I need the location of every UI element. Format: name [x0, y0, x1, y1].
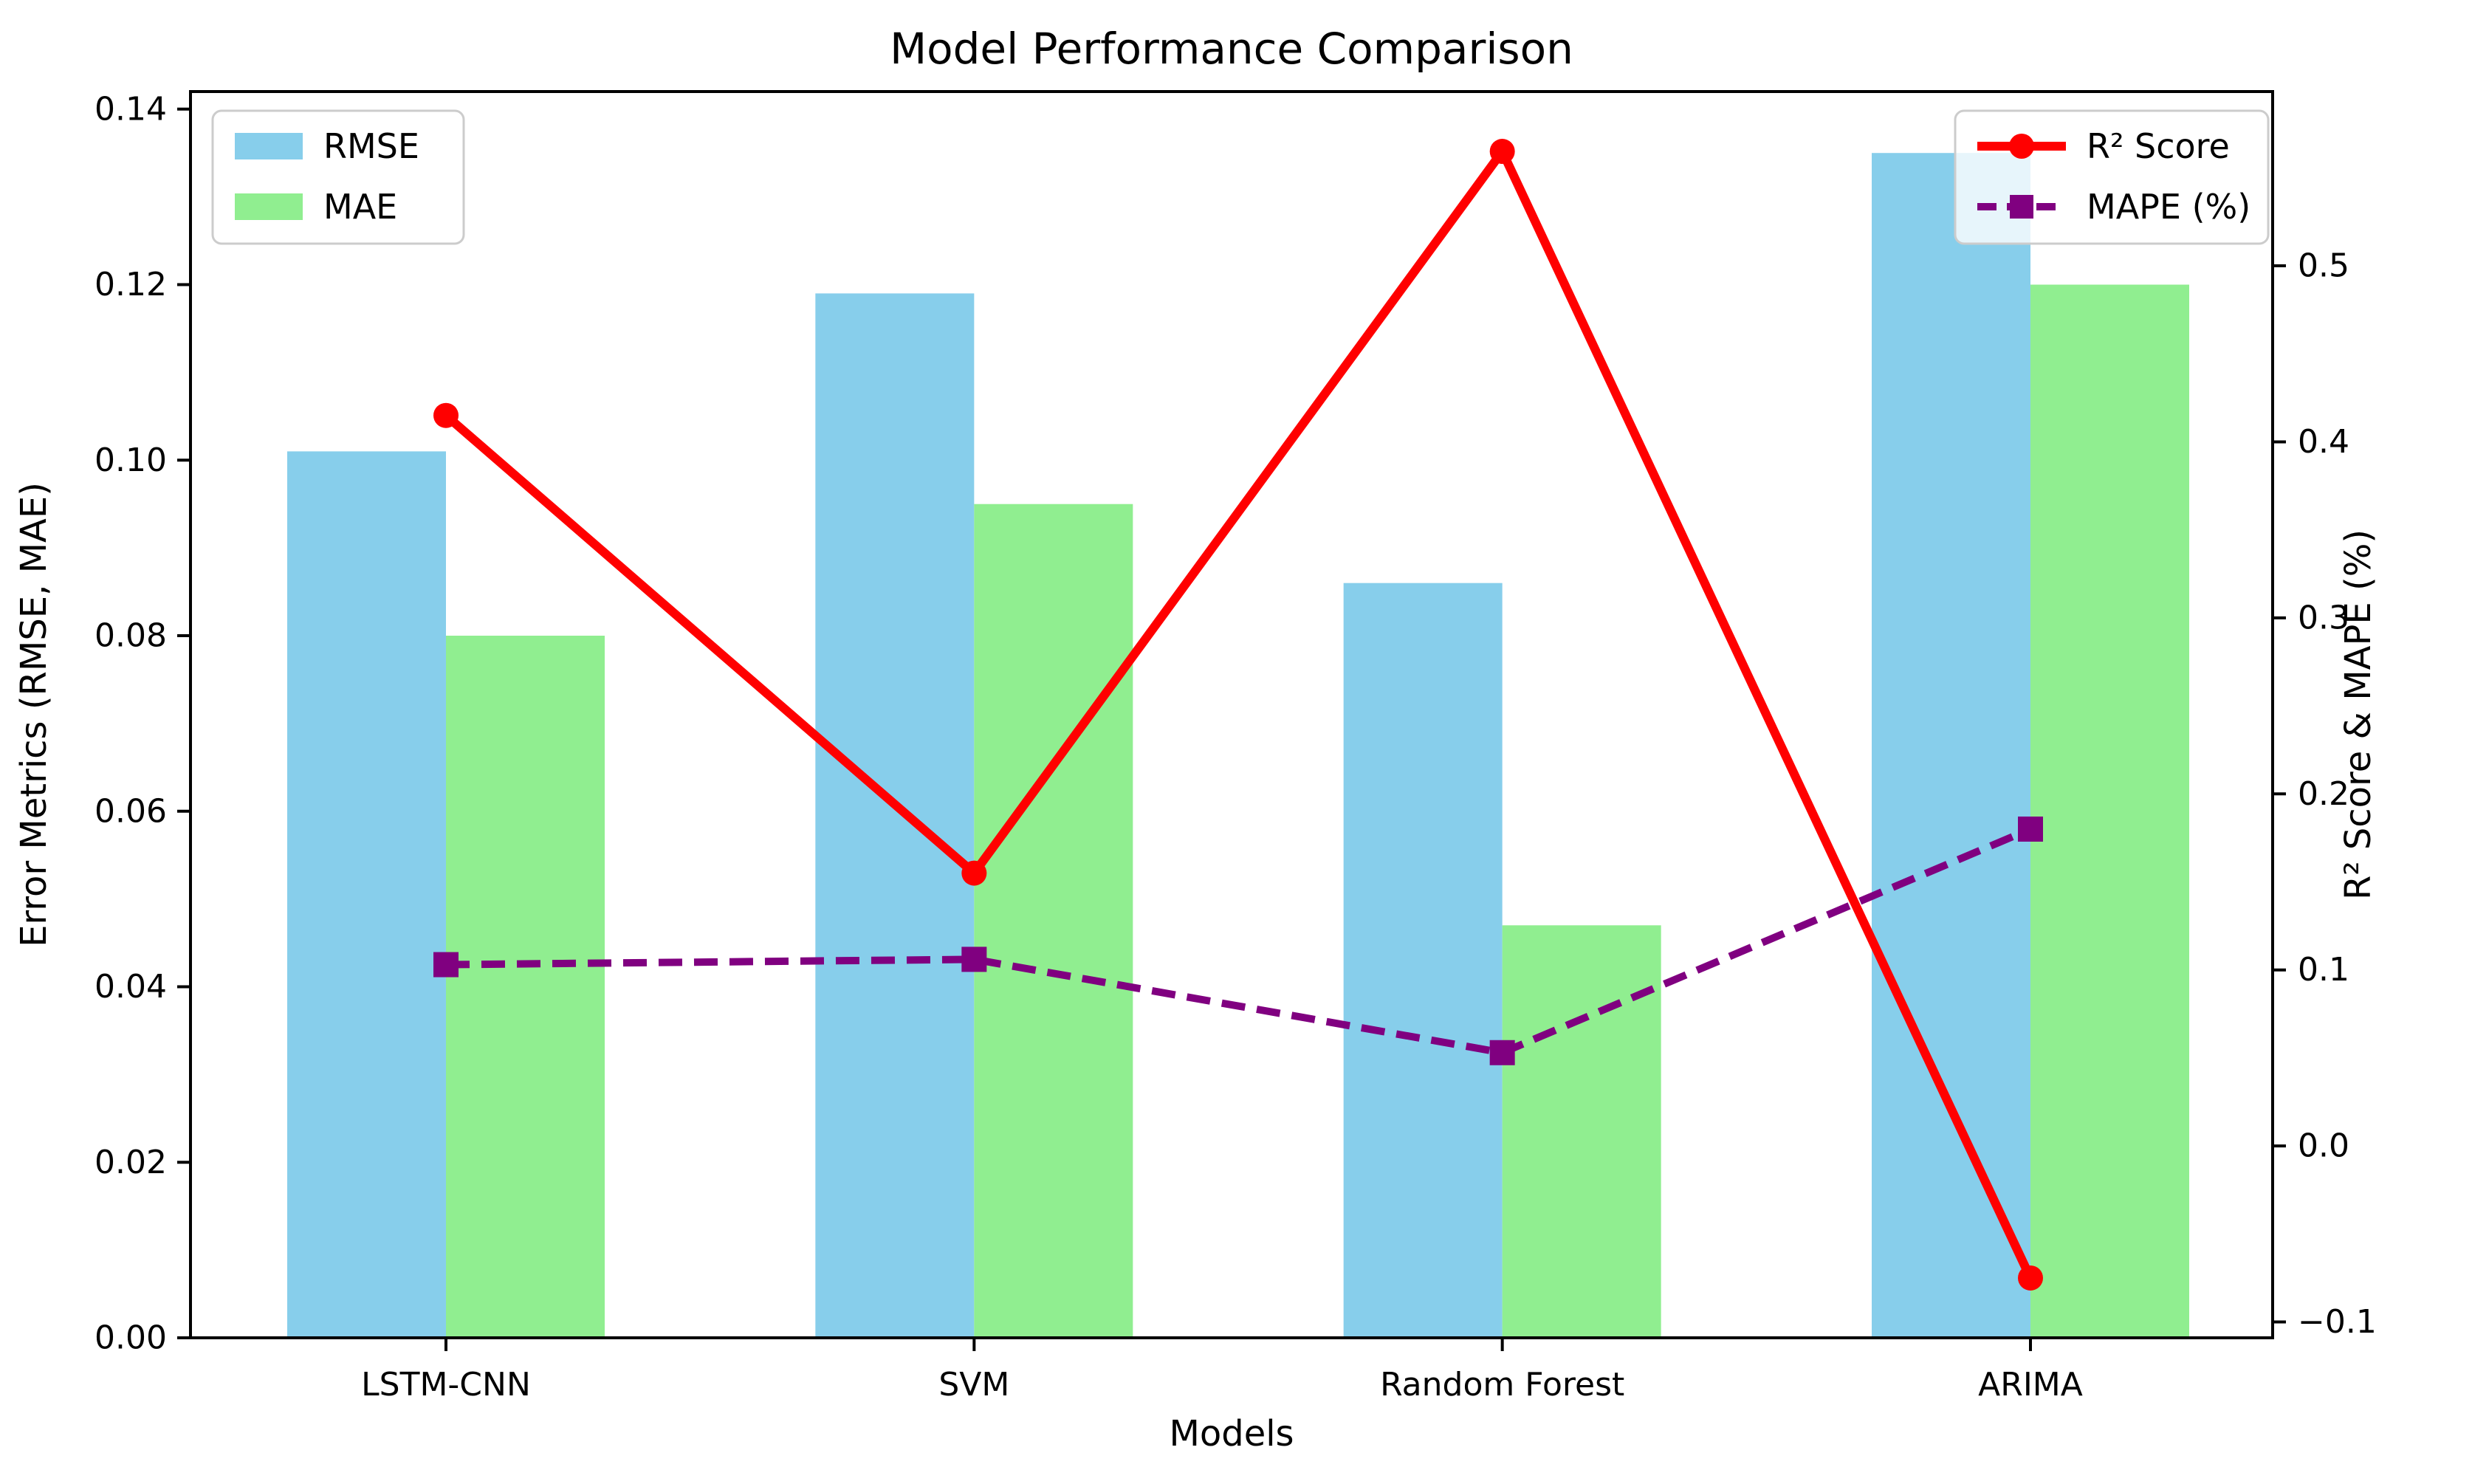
legend-marker-mape — [2010, 195, 2033, 219]
legend-label-MAE: MAE — [323, 187, 397, 227]
mae-bar-Random Forest — [1502, 925, 1661, 1338]
mape-marker-Random Forest — [1489, 1040, 1515, 1065]
legend-label-RMSE: RMSE — [323, 126, 419, 166]
x-tick-label-Random Forest: Random Forest — [1380, 1366, 1624, 1404]
r2-marker-ARIMA — [2018, 1265, 2043, 1291]
y-right-tick-label: 0.3 — [2298, 599, 2349, 636]
y-right-tick-label: 0.1 — [2298, 951, 2349, 989]
legend-swatch-MAE — [235, 193, 303, 220]
y-left-tick-label: 0.02 — [95, 1144, 167, 1181]
y-axis-right-label: R² Score & MAPE (%) — [2338, 529, 2379, 900]
legend-label-r2: R² Score — [2087, 126, 2230, 166]
legend-swatch-RMSE — [235, 133, 303, 159]
x-tick-label-ARIMA: ARIMA — [1978, 1366, 2083, 1404]
r2-marker-SVM — [961, 860, 987, 886]
rmse-bar-SVM — [815, 293, 975, 1338]
y-right-tick-label: 0.0 — [2298, 1127, 2349, 1165]
y-right-tick-label: 0.2 — [2298, 775, 2349, 813]
legend-marker-r2 — [2009, 134, 2034, 159]
y-left-tick-label: 0.06 — [95, 792, 167, 830]
mae-bar-SVM — [974, 504, 1133, 1338]
r2-score-line — [442, 142, 2035, 1282]
x-axis-label: Models — [1169, 1413, 1294, 1454]
rmse-bar-ARIMA — [1872, 153, 2030, 1338]
mape-marker-LSTM-CNN — [433, 952, 459, 978]
mae-bar-LSTM-CNN — [446, 636, 605, 1338]
rmse-bar-Random Forest — [1343, 583, 1503, 1338]
y-left-tick-label: 0.00 — [95, 1319, 167, 1357]
y-right-tick-label: 0.5 — [2298, 247, 2349, 285]
y-right-tick-label: −0.1 — [2298, 1303, 2377, 1341]
y-left-tick-label: 0.12 — [95, 266, 167, 303]
r2-marker-LSTM-CNN — [433, 402, 459, 428]
x-tick-label-SVM: SVM — [938, 1366, 1009, 1404]
rmse-bar-LSTM-CNN — [287, 451, 446, 1338]
x-tick-label-LSTM-CNN: LSTM-CNN — [361, 1366, 531, 1404]
y-right-tick-label: 0.4 — [2298, 423, 2349, 461]
plot-frame — [189, 90, 2274, 1339]
y-left-tick-label: 0.10 — [95, 442, 167, 479]
r2-marker-Random Forest — [1489, 139, 1515, 165]
legend-label-mape: MAPE (%) — [2087, 187, 2250, 227]
y-axis-left-label: Error Metrics (RMSE, MAE) — [13, 482, 55, 947]
mape-line — [445, 825, 2032, 1057]
y-left-tick-label: 0.04 — [95, 968, 167, 1006]
chart-title: Model Performance Comparison — [890, 24, 1573, 74]
mae-bar-ARIMA — [2030, 284, 2189, 1338]
y-left-tick-label: 0.14 — [95, 90, 167, 128]
mape-marker-SVM — [961, 947, 987, 972]
y-left-tick-label: 0.08 — [95, 617, 167, 655]
mape-marker-ARIMA — [2018, 816, 2043, 842]
